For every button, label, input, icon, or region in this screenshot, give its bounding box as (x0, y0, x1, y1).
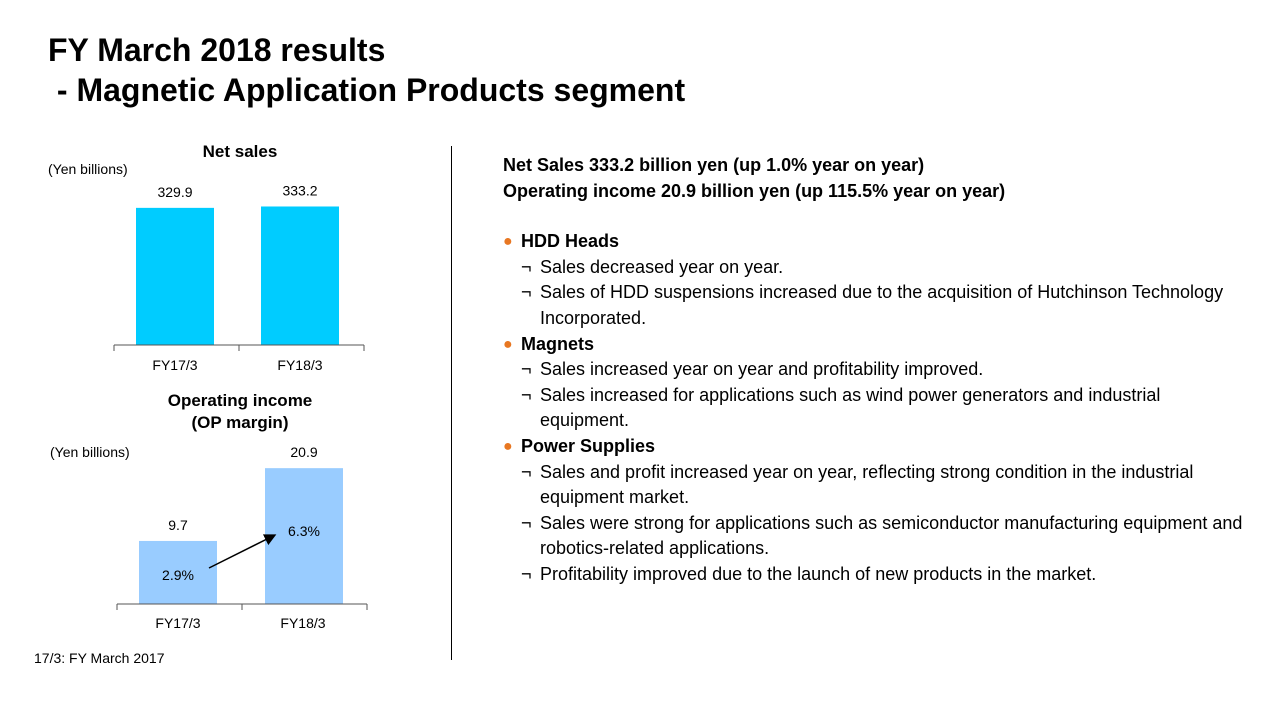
net-sales-summary: Net Sales 333.2 billion yen (up 1.0% yea… (503, 155, 925, 175)
summary-block: Net Sales 333.2 billion yen (up 1.0% yea… (503, 153, 1243, 204)
section-item-text: Sales increased for applications such as… (540, 384, 1161, 431)
section-item-text: Sales of HDD suspensions increased due t… (540, 282, 1224, 328)
not-sign-icon: ¬ (521, 256, 532, 277)
bar-value-label: 20.9 (290, 444, 317, 460)
section-heading-text: Magnets (521, 333, 595, 354)
bullet-icon: ● (503, 437, 513, 455)
results-commentary: Net Sales 333.2 billion yen (up 1.0% yea… (503, 153, 1243, 588)
section-item-text: Sales were strong for applications such … (540, 512, 1243, 559)
section-item-text: Sales decreased year on year. (540, 256, 784, 277)
bar-FY18/3 (265, 468, 343, 604)
section-heading-text: HDD Heads (521, 231, 620, 252)
bar-FY18/3 (261, 206, 339, 345)
net-sales-chart: Net sales (Yen billions) 329.9 333.2 FY17… (48, 142, 365, 373)
not-sign-icon: ¬ (521, 359, 532, 380)
bar-FY17/3 (136, 207, 214, 345)
net-sales-category-label: FY17/3 (152, 357, 197, 373)
net-sales-category-label: FY18/3 (277, 357, 322, 373)
bar-value-label: 333.2 (282, 182, 317, 198)
bullet-icon: ● (503, 233, 513, 251)
net-sales-title: Net sales (203, 142, 278, 161)
section-heading: ● Power Supplies (503, 434, 1243, 460)
op-income-title-line2: (OP margin) (192, 413, 289, 432)
section-item: ¬ Sales of HDD suspensions increased due … (503, 280, 1243, 331)
section-item: ¬ Sales decreased year on year. (503, 255, 1243, 281)
vertical-divider (451, 146, 452, 660)
op-margin-label: 6.3% (288, 523, 320, 539)
not-sign-icon: ¬ (521, 512, 532, 533)
section-heading: ● Magnets (503, 332, 1243, 358)
operating-income-summary: Operating income 20.9 billion yen (up 11… (503, 180, 1006, 201)
section-item: ¬ Sales were strong for applications such… (503, 511, 1243, 562)
op-income-title-line1: Operating income (168, 391, 313, 410)
operating-income-chart: Operating income (OP margin) (Yen billio… (50, 391, 368, 631)
op-income-category-label: FY17/3 (155, 615, 200, 631)
net-sales-unit-label: (Yen billions) (48, 161, 128, 177)
op-income-bars: 9.7 2.9% 20.9 6.3% (139, 444, 343, 604)
section-item: ¬ Sales increased for applications such a… (503, 383, 1243, 434)
bar-FY17/3 (139, 540, 217, 604)
margin-growth-arrow (208, 534, 277, 569)
section-item-text: Sales increased year on year and profita… (540, 359, 984, 380)
section-item: ¬ Sales increased year on year and profit… (503, 357, 1243, 383)
net-sales-bars: 329.9 333.2 (136, 182, 339, 345)
op-margin-label: 2.9% (162, 567, 194, 583)
section-heading-text: Power Supplies (521, 435, 656, 456)
section-item-text: Profitability improved due to the launch… (540, 563, 1097, 584)
bar-value-label: 9.7 (168, 517, 188, 533)
product-sections: ● HDD Heads ¬ Sales decreased year on year.… (503, 229, 1243, 587)
not-sign-icon: ¬ (521, 461, 532, 482)
footnote: 17/3: FY March 2017 (34, 650, 165, 666)
bullet-icon: ● (503, 335, 513, 353)
section-item: ¬ Sales and profit increased year on year… (503, 460, 1243, 511)
op-income-category-label: FY18/3 (280, 615, 325, 631)
not-sign-icon: ¬ (521, 384, 532, 405)
section-item-text: Sales and profit increased year on year,… (540, 461, 1194, 508)
not-sign-icon: ¬ (521, 563, 532, 584)
bar-value-label: 329.9 (157, 184, 192, 200)
not-sign-icon: ¬ (521, 282, 532, 303)
page-title: FY March 2018 results - Magnetic Applica… (48, 32, 686, 108)
section-item: ¬ Profitability improved due to the launc… (503, 562, 1243, 588)
op-income-unit-label: (Yen billions) (50, 444, 130, 460)
section-heading: ● HDD Heads (503, 229, 1243, 255)
